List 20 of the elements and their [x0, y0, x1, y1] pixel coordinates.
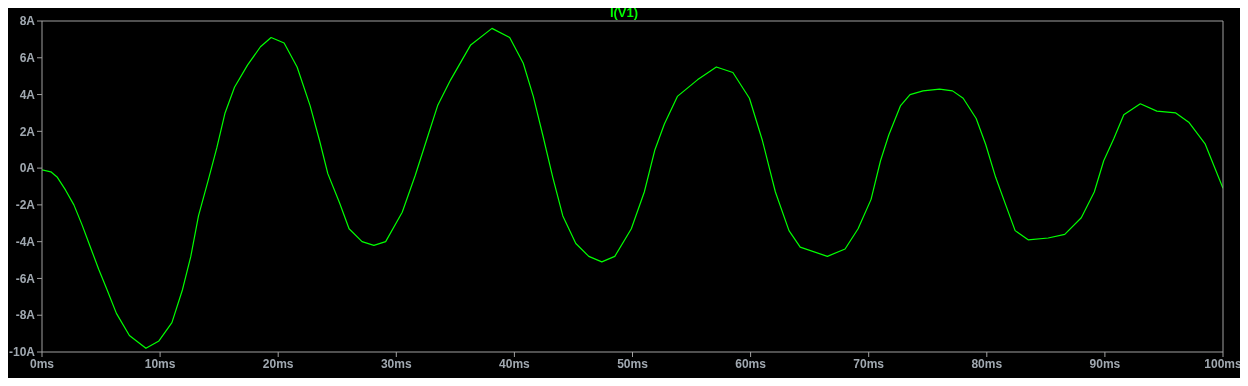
- y-tick-label: 4A: [19, 87, 36, 102]
- y-tick-label: 6A: [19, 51, 36, 66]
- x-tick-label: 80ms: [971, 356, 1003, 371]
- y-tick-label: -4A: [15, 234, 36, 249]
- y-tick-label: -8A: [15, 308, 36, 323]
- x-tick-label: 30ms: [380, 356, 412, 371]
- x-tick-label: 10ms: [144, 356, 176, 371]
- x-tick-label: 60ms: [735, 356, 767, 371]
- chart-title: I(V1): [609, 5, 639, 20]
- y-tick-label: 8A: [19, 14, 36, 29]
- y-tick-label: 2A: [19, 124, 36, 139]
- x-tick-label: 90ms: [1089, 356, 1121, 371]
- x-tick-label: 20ms: [262, 356, 294, 371]
- y-tick-label: -2A: [15, 198, 36, 213]
- x-tick-label: 50ms: [617, 356, 649, 371]
- x-tick-label: 40ms: [499, 356, 531, 371]
- y-tick-label: 0A: [19, 161, 36, 176]
- line-series: [42, 27, 1223, 349]
- y-tick-label: -6A: [15, 271, 36, 286]
- x-tick-label: 70ms: [853, 356, 885, 371]
